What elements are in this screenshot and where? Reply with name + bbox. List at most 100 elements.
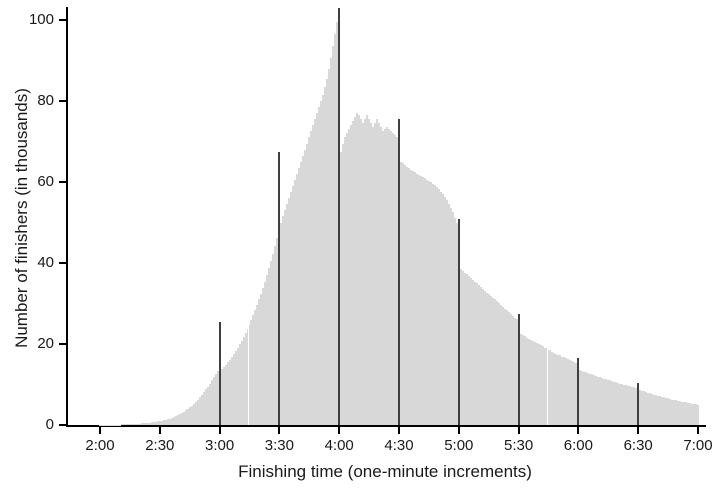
histogram-bar — [370, 123, 373, 425]
x-tick-mark — [577, 427, 580, 434]
histogram-bar — [477, 285, 480, 425]
histogram-bar — [140, 423, 143, 425]
histogram-bar — [603, 378, 606, 425]
histogram-bar — [403, 165, 406, 425]
histogram-bar — [356, 113, 359, 425]
histogram-bar — [615, 382, 618, 425]
histogram-bar — [290, 192, 293, 425]
histogram-bar — [659, 396, 662, 425]
spike-bar — [398, 119, 400, 425]
histogram-bar — [132, 423, 135, 425]
histogram-bar — [497, 303, 500, 425]
histogram-bar — [204, 389, 207, 425]
histogram-bar — [657, 395, 660, 425]
histogram-bar — [358, 115, 361, 425]
histogram-bar — [687, 402, 690, 425]
x-tick-mark — [158, 427, 161, 434]
histogram-bar — [352, 121, 355, 425]
histogram-bar — [459, 269, 462, 425]
y-tick-mark — [59, 181, 66, 183]
histogram-bar — [583, 371, 586, 425]
x-tick-mark — [398, 427, 400, 434]
histogram-bar — [272, 253, 275, 425]
histogram-bar — [587, 373, 590, 425]
histogram-bar — [399, 161, 402, 425]
histogram-bar — [126, 424, 129, 425]
histogram-bar — [224, 364, 227, 425]
histogram-bar — [214, 373, 217, 425]
histogram-bar — [210, 380, 213, 425]
histogram-bar — [262, 287, 265, 425]
x-tick-mark — [99, 427, 101, 434]
histogram-bar — [300, 161, 303, 425]
histogram-bar — [270, 260, 273, 425]
histogram-bar — [499, 305, 502, 425]
histogram-bar — [166, 419, 169, 425]
x-tick-label: 3:00 — [204, 437, 235, 454]
histogram-bar — [487, 294, 490, 425]
histogram-bar — [148, 422, 151, 425]
histogram-bar — [543, 347, 546, 425]
histogram-bar — [372, 127, 375, 425]
histogram-bar — [695, 404, 697, 425]
histogram-bar — [142, 423, 145, 425]
spike-bar — [218, 321, 221, 425]
histogram-bar — [463, 272, 466, 425]
histogram-bar — [162, 420, 165, 425]
histogram-bar — [673, 399, 676, 425]
histogram-bar — [693, 403, 695, 425]
histogram-bar — [469, 278, 472, 425]
histogram-bar — [609, 380, 612, 425]
histogram-bar — [236, 347, 239, 425]
histogram-bar — [176, 415, 179, 425]
histogram-bar — [172, 416, 175, 425]
histogram-bar — [240, 340, 243, 425]
histogram-bar — [679, 401, 682, 425]
histogram-bar — [591, 374, 594, 425]
histogram-bar — [234, 350, 237, 425]
histogram-bar — [188, 407, 191, 425]
y-axis-line — [66, 7, 68, 427]
histogram-bar — [332, 46, 335, 425]
histogram-bar — [196, 399, 199, 425]
histogram-bar — [368, 119, 371, 425]
histogram-bar — [651, 393, 654, 425]
histogram-bar — [529, 339, 532, 425]
histogram-bar — [515, 319, 518, 425]
spike-bar — [338, 7, 341, 425]
histogram-bar — [314, 119, 317, 425]
histogram-bar — [629, 386, 632, 425]
histogram-bar — [212, 377, 215, 425]
histogram-bar — [258, 299, 261, 425]
histogram-bar — [569, 360, 572, 425]
histogram-bar — [627, 385, 630, 425]
histogram-bar — [401, 163, 404, 425]
histogram-bar — [447, 203, 450, 425]
histogram-bar — [417, 174, 420, 425]
histogram-bar — [683, 401, 686, 425]
histogram-bar — [555, 353, 558, 425]
histogram-bar — [228, 359, 231, 425]
histogram-bar — [501, 306, 504, 425]
histogram-bar — [238, 344, 241, 425]
histogram-bar — [178, 414, 181, 425]
histogram-bar — [310, 131, 313, 425]
histogram-bar — [405, 166, 408, 425]
y-tick-mark — [59, 100, 66, 102]
histogram-bar — [675, 400, 678, 425]
histogram-bar — [382, 131, 385, 425]
histogram-bar — [667, 398, 670, 425]
histogram-bar — [467, 276, 470, 425]
histogram-bar — [154, 421, 157, 425]
histogram-bar — [619, 383, 622, 425]
histogram-bar — [589, 373, 592, 425]
histogram-bar — [437, 189, 440, 425]
y-axis-title: Number of finishers (in thousands) — [12, 88, 31, 348]
histogram-bar — [170, 417, 173, 425]
histogram-bar — [246, 329, 249, 425]
y-tick-label: 80 — [37, 92, 54, 109]
histogram-bar — [306, 143, 309, 425]
histogram-bar — [549, 350, 552, 425]
histogram-bar — [409, 169, 412, 425]
histogram-bar — [625, 385, 628, 425]
